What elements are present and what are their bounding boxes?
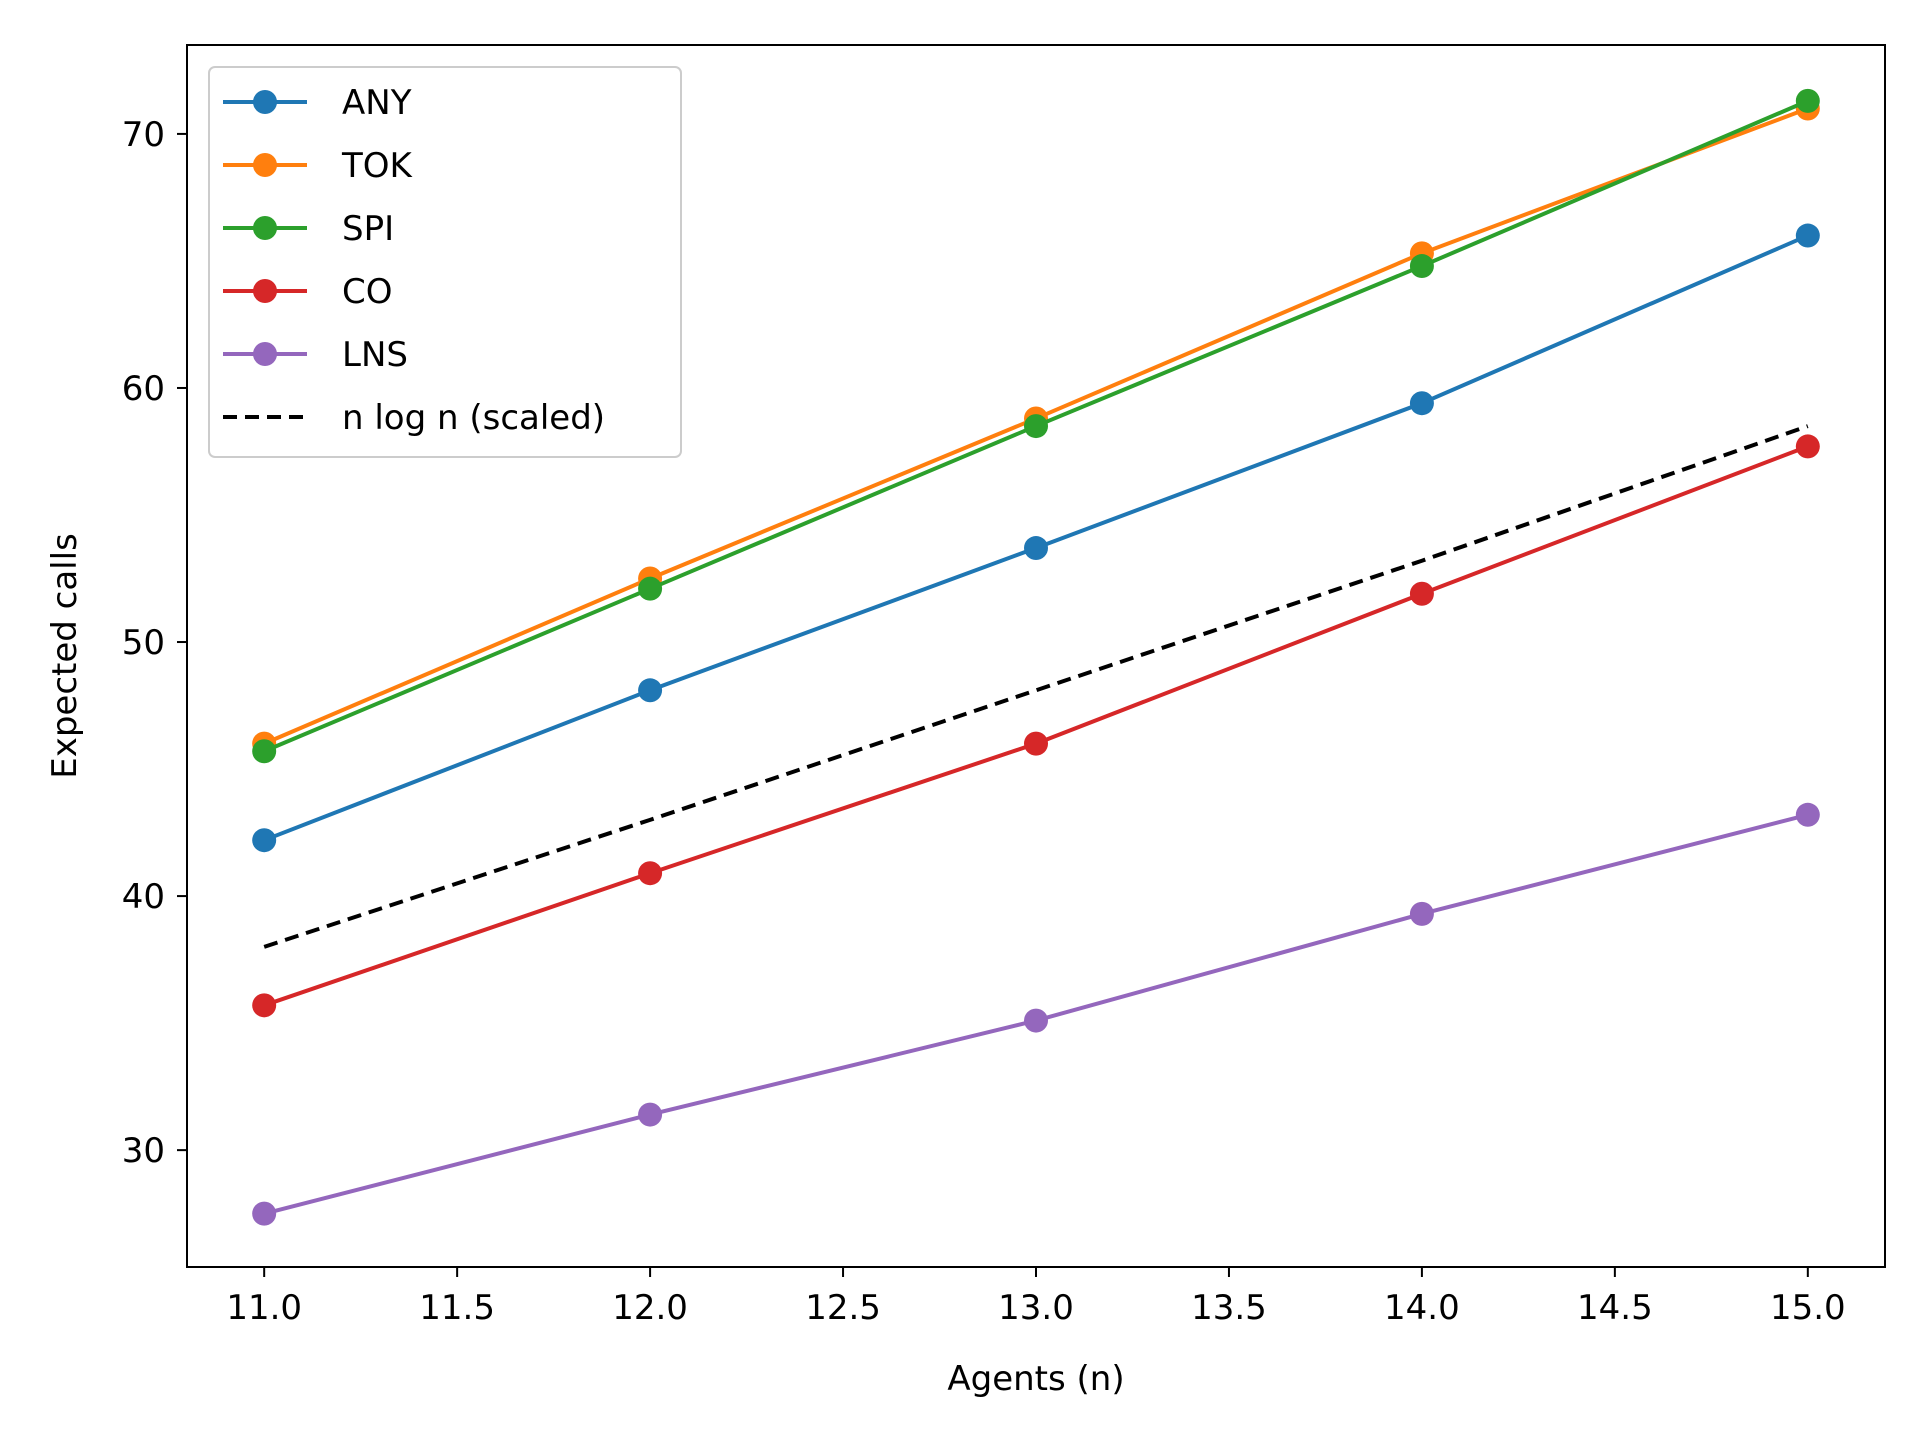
x-tick-label: 14.0 — [1384, 1288, 1460, 1328]
y-axis: 30 40 50 60 70 — [122, 115, 187, 1171]
data-point-co — [1409, 581, 1434, 606]
legend-item-n-log-n-scaled: n log n (scaled) — [223, 398, 605, 438]
x-tick-label: 15.0 — [1770, 1288, 1846, 1328]
data-point-any — [638, 678, 663, 703]
data-point-spi — [252, 739, 277, 764]
x-tick-label: 12.5 — [805, 1288, 881, 1328]
legend-item-any: ANY — [223, 83, 412, 123]
data-point-co — [252, 993, 277, 1018]
x-tick-label: 11.5 — [419, 1288, 495, 1328]
legend-label: CO — [342, 272, 393, 312]
data-point-co — [1795, 434, 1820, 459]
x-axis: 11.0 11.5 12.0 12.5 13.0 13.5 14.0 14.5 15.0 — [226, 1267, 1846, 1328]
series-layer — [252, 88, 1820, 1226]
legend-label: SPI — [342, 209, 394, 249]
x-axis-label: Agents (n) — [947, 1359, 1124, 1399]
data-point-spi — [1409, 254, 1434, 279]
series-lns — [252, 802, 1820, 1226]
legend: ANY TOK SPI CO LNS n log n (scaled) — [208, 66, 682, 458]
y-tick-label: 50 — [122, 623, 165, 663]
data-point-co — [1024, 731, 1048, 756]
legend-label: n log n (scaled) — [342, 398, 605, 438]
series-n-log-n-scaled — [263, 424, 1809, 949]
data-point-spi — [1795, 88, 1820, 113]
data-point-co — [638, 861, 663, 886]
legend-marker — [253, 216, 277, 240]
x-tick-label: 13.0 — [998, 1288, 1074, 1328]
data-point-lns — [638, 1102, 663, 1127]
legend-item-lns: LNS — [223, 335, 408, 375]
series-co — [252, 434, 1820, 1018]
x-tick-label: 14.5 — [1577, 1288, 1653, 1328]
data-point-lns — [1024, 1008, 1048, 1033]
legend-label: ANY — [342, 83, 412, 123]
legend-marker — [253, 90, 277, 114]
data-point-spi — [1024, 414, 1048, 439]
data-point-any — [1409, 391, 1434, 416]
y-tick-label: 40 — [122, 877, 165, 917]
x-tick-label: 13.5 — [1191, 1288, 1267, 1328]
data-point-lns — [252, 1201, 277, 1226]
data-point-any — [252, 828, 277, 853]
data-point-lns — [1795, 802, 1820, 827]
x-tick-label: 11.0 — [226, 1288, 302, 1328]
data-point-any — [1024, 536, 1048, 561]
legend-marker — [253, 279, 277, 303]
series-any — [252, 223, 1820, 853]
y-tick-label: 60 — [122, 369, 165, 409]
legend-item-co: CO — [223, 272, 393, 312]
y-tick-label: 30 — [122, 1131, 165, 1171]
x-tick-label: 12.0 — [612, 1288, 688, 1328]
y-axis-label: Expected calls — [45, 533, 85, 779]
data-point-spi — [638, 576, 663, 601]
legend-box — [208, 66, 682, 458]
data-point-any — [1795, 223, 1820, 248]
legend-item-tok: TOK — [223, 146, 414, 186]
legend-marker — [253, 153, 277, 177]
legend-marker — [253, 342, 277, 366]
data-point-lns — [1409, 901, 1434, 926]
series-spi — [252, 88, 1820, 764]
legend-item-spi: SPI — [223, 209, 394, 249]
legend-label: LNS — [342, 335, 408, 375]
legend-label: TOK — [341, 146, 414, 186]
series-line-n-log-n-scaled — [263, 424, 1809, 949]
y-tick-label: 70 — [122, 115, 165, 155]
